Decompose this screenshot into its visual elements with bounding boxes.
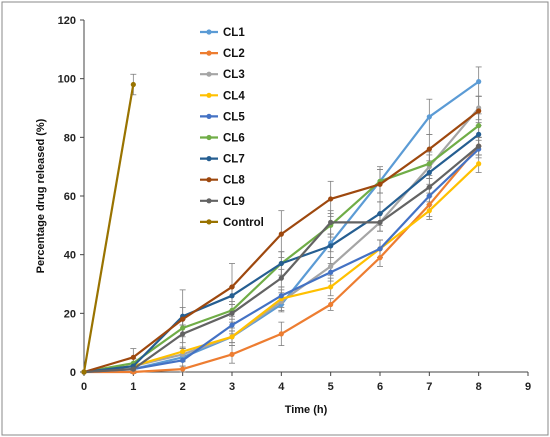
data-point-cl2 xyxy=(180,366,186,372)
legend-label-cl2: CL2 xyxy=(223,48,245,60)
data-point-cl2 xyxy=(229,351,235,357)
data-point-cl9 xyxy=(130,366,136,372)
data-point-cl1 xyxy=(476,79,482,85)
x-tick-label: 5 xyxy=(328,381,334,393)
legend-label-cl9: CL9 xyxy=(223,196,245,208)
data-point-cl5 xyxy=(278,293,284,299)
data-point-cl9 xyxy=(180,331,186,337)
legend-marker-cl6 xyxy=(206,134,212,141)
x-tick-label: 8 xyxy=(476,381,482,393)
x-tick-label: 1 xyxy=(130,381,136,393)
data-point-cl6 xyxy=(426,161,432,167)
legend-marker-control xyxy=(206,219,212,225)
data-point-cl9 xyxy=(377,219,383,225)
legend-marker-cl8 xyxy=(206,177,212,183)
data-point-cl2 xyxy=(377,255,383,261)
data-point-cl9 xyxy=(278,275,284,281)
data-point-cl4 xyxy=(476,161,482,167)
y-tick-label: 20 xyxy=(64,308,76,320)
legend-marker-cl3 xyxy=(206,71,212,77)
data-point-cl5 xyxy=(377,246,383,252)
data-point-cl7 xyxy=(278,260,284,267)
y-axis-title: Percentage drug released (%) xyxy=(35,118,47,273)
legend-marker-cl5 xyxy=(206,113,212,119)
legend-label-control: Control xyxy=(223,217,264,229)
legend: CL1 CL2 CL3 CL4 CL5 CL6 CL7 CL8 CL9 Control xyxy=(200,27,264,229)
legend-marker-cl7 xyxy=(206,156,212,162)
data-point-cl2 xyxy=(278,331,284,337)
legend-marker-cl1 xyxy=(206,29,212,35)
data-point-cl5 xyxy=(426,193,432,199)
data-point-cl3 xyxy=(328,263,334,269)
x-axis-title: Time (h) xyxy=(285,404,328,416)
x-tick-label: 7 xyxy=(426,381,432,393)
legend-label-cl4: CL4 xyxy=(223,90,245,102)
data-point-cl7 xyxy=(328,243,334,249)
data-point-cl7 xyxy=(377,211,383,217)
data-point-cl4 xyxy=(229,334,235,340)
data-point-cl2 xyxy=(328,301,334,308)
y-tick-label: 80 xyxy=(64,132,76,144)
data-point-cl4 xyxy=(426,208,432,214)
data-point-cl2 xyxy=(426,202,432,208)
x-tick-label: 4 xyxy=(278,381,285,393)
legend-label-cl3: CL3 xyxy=(223,69,245,81)
legend-marker-cl2 xyxy=(206,50,212,56)
data-point-cl7 xyxy=(426,169,432,176)
data-point-cl8 xyxy=(377,181,383,187)
data-point-control xyxy=(81,369,87,375)
data-point-cl9 xyxy=(229,310,235,316)
y-tick-label: 120 xyxy=(58,15,76,27)
axes-layer: 0 1 2 3 4 5 6 7 8 9 0 20 40 60 80 100 120 xyxy=(58,15,531,393)
data-point-cl8 xyxy=(229,284,235,290)
data-point-cl9 xyxy=(426,184,432,190)
y-tick-label: 40 xyxy=(64,250,76,262)
legend-label-cl1: CL1 xyxy=(223,27,245,39)
data-point-cl5 xyxy=(229,322,235,328)
data-point-cl7 xyxy=(476,131,482,137)
data-point-cl8 xyxy=(476,108,482,114)
data-point-cl6 xyxy=(476,123,482,129)
data-point-cl4 xyxy=(180,348,186,355)
legend-label-cl5: CL5 xyxy=(223,111,245,123)
data-point-cl4 xyxy=(328,284,334,290)
data-point-cl9 xyxy=(476,143,482,149)
legend-marker-cl4 xyxy=(206,92,212,98)
series-layer xyxy=(81,79,482,375)
x-tick-label: 0 xyxy=(81,381,87,393)
data-point-cl6 xyxy=(180,325,186,331)
x-tick-label: 3 xyxy=(229,381,235,393)
x-tick-label: 6 xyxy=(377,381,383,393)
legend-label-cl7: CL7 xyxy=(223,154,245,166)
data-point-cl1 xyxy=(426,114,432,120)
legend-label-cl8: CL8 xyxy=(223,175,245,187)
y-tick-label: 60 xyxy=(64,191,76,203)
legend-label-cl6: CL6 xyxy=(223,133,245,145)
data-point-cl8 xyxy=(278,231,284,237)
y-tick-label: 100 xyxy=(58,74,76,86)
data-point-control xyxy=(130,81,136,88)
data-point-cl8 xyxy=(426,146,432,152)
x-tick-label: 2 xyxy=(180,381,186,393)
x-tick-label: 9 xyxy=(525,381,531,393)
data-point-cl8 xyxy=(328,196,334,202)
data-point-cl5 xyxy=(328,269,334,275)
legend-marker-cl9 xyxy=(206,198,212,204)
data-point-cl7 xyxy=(229,293,235,299)
series-line-control xyxy=(82,84,135,373)
data-point-cl5 xyxy=(180,357,186,363)
y-tick-label: 0 xyxy=(70,367,76,379)
data-point-cl9 xyxy=(328,219,334,225)
data-point-cl8 xyxy=(180,316,186,322)
data-point-cl8 xyxy=(130,354,136,360)
